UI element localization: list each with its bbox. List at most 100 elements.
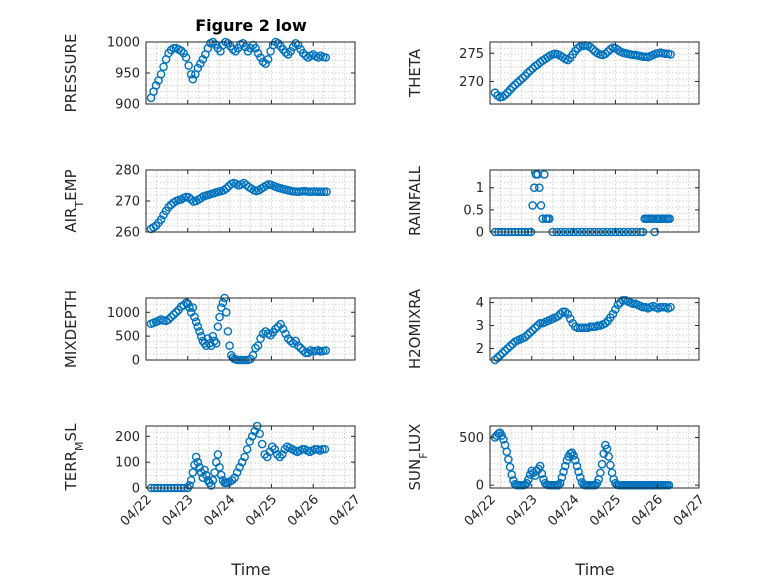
data-point	[618, 295, 628, 305]
x-tick-label: 04/24	[201, 492, 238, 529]
x-tick-label: 04/27	[327, 492, 364, 529]
data-point	[185, 481, 194, 490]
data-point	[530, 183, 539, 193]
data-point	[515, 76, 525, 85]
data-point	[545, 214, 554, 224]
data-point	[322, 187, 331, 196]
data-point	[215, 312, 224, 322]
data-point	[198, 55, 208, 64]
data-point	[505, 462, 515, 472]
data-point	[319, 187, 329, 196]
x-tick-label: 04/24	[545, 492, 582, 529]
data-point	[186, 475, 196, 485]
data-point	[232, 468, 242, 477]
data-point	[320, 444, 330, 454]
subplot-pressure: 900 950 1000 PRESSURE	[62, 34, 356, 113]
y-tick-label: 0	[132, 354, 140, 369]
data-point	[218, 298, 228, 308]
data-point	[563, 309, 573, 319]
data-point	[508, 82, 517, 92]
data-point	[256, 334, 265, 343]
y-tick-label: 2	[476, 342, 484, 357]
data-point	[283, 334, 293, 343]
data-point	[245, 437, 254, 446]
data-point	[628, 299, 638, 309]
data-point	[193, 457, 203, 467]
data-point	[558, 307, 568, 317]
data-point	[263, 55, 273, 64]
data-point	[500, 346, 510, 356]
data-point	[186, 69, 196, 79]
data-point	[230, 473, 239, 482]
subplot-rainfall: 0 0.5 1 RAINFALL	[406, 165, 700, 241]
axes-box	[489, 169, 700, 233]
data-point	[156, 69, 166, 79]
y-tick-label: 260	[115, 226, 140, 241]
data-point	[565, 314, 575, 323]
y-tick-label: 0.5	[463, 203, 484, 218]
data-point	[210, 336, 219, 346]
data-point	[540, 170, 549, 179]
data-point	[262, 452, 272, 462]
data-point	[298, 48, 308, 58]
data-point	[151, 81, 161, 90]
y-tick-label: 3	[476, 319, 484, 334]
y-tick-label: 950	[115, 67, 140, 82]
data-point	[195, 327, 204, 336]
x-tick-label: 04/23	[160, 492, 197, 529]
data-point	[596, 468, 605, 478]
data-point	[560, 461, 570, 471]
data-point	[193, 63, 203, 73]
data-point	[278, 324, 288, 334]
y-tick-label: 100	[115, 456, 140, 471]
data-point	[184, 61, 193, 70]
x-tick-label: 04/25	[243, 492, 280, 529]
data-point	[188, 74, 198, 84]
data-point	[188, 468, 198, 477]
data-point	[597, 459, 607, 469]
axes-box	[145, 425, 356, 489]
data-point	[528, 325, 537, 335]
data-point	[535, 461, 545, 471]
data-point	[321, 346, 331, 355]
data-point	[523, 330, 532, 340]
data-point	[525, 66, 535, 76]
subplot-terr-msl: 0 100 200 TERRMSL 04/22 04/23 04/24 04/25 04/26 0…	[62, 421, 364, 529]
y-tick-label: 200	[115, 430, 140, 445]
y-tick-label: 500	[115, 330, 140, 345]
data-point	[574, 467, 583, 477]
data-point	[528, 201, 537, 210]
data-point	[213, 322, 223, 331]
data-point	[604, 452, 614, 461]
data-point	[223, 327, 233, 336]
data-point	[261, 59, 270, 69]
data-point	[241, 42, 250, 52]
figure-title: Figure 2 low	[195, 16, 307, 35]
data-point	[575, 473, 585, 482]
data-point	[572, 461, 582, 471]
data-point	[171, 308, 181, 317]
data-point	[317, 187, 326, 196]
x-axis-label-left: Time	[230, 560, 270, 579]
data-point	[560, 307, 570, 317]
data-point	[569, 451, 578, 460]
subplot-h2omixra: 2 3 4 H2OMIXRA	[406, 288, 700, 369]
y-tick-label: 280	[115, 164, 140, 179]
subplot-theta: 270 275 THETA	[406, 41, 700, 105]
y-tick-label: 270	[459, 75, 484, 90]
data-point	[520, 332, 530, 342]
data-point	[553, 312, 563, 321]
y-tick-label: 1	[476, 181, 484, 196]
data-point	[608, 309, 618, 319]
data-point	[277, 450, 287, 459]
data-point	[190, 312, 199, 322]
data-point	[215, 463, 224, 472]
data-point	[253, 48, 263, 58]
data-point	[593, 321, 603, 330]
data-point	[601, 318, 610, 328]
data-point	[248, 350, 258, 360]
y-tick-label: 1000	[107, 36, 140, 51]
data-point	[208, 331, 218, 341]
